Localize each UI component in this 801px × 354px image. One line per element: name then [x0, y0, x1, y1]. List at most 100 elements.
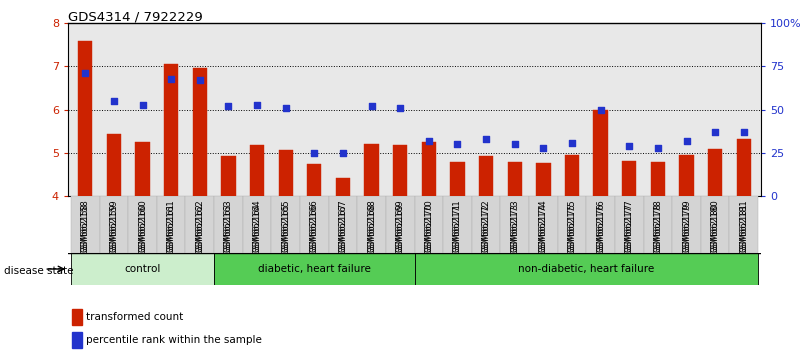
Bar	[214, 196, 243, 253]
Bar	[364, 144, 379, 196]
Bar	[221, 156, 235, 196]
Text: GSM662172: GSM662172	[481, 203, 490, 254]
Bar	[250, 145, 264, 196]
Point	[537, 145, 549, 151]
Text: GSM662179: GSM662179	[682, 199, 691, 252]
Bar	[393, 145, 408, 196]
Point	[193, 78, 206, 83]
Bar	[679, 155, 694, 196]
Text: GSM662166: GSM662166	[310, 203, 319, 254]
Text: GSM662178: GSM662178	[654, 199, 662, 252]
Text: GSM662160: GSM662160	[138, 203, 147, 254]
Point	[308, 150, 320, 156]
Bar	[164, 64, 179, 196]
Text: GSM662181: GSM662181	[739, 199, 748, 252]
Text: GSM662167: GSM662167	[339, 203, 348, 254]
Bar	[472, 196, 501, 253]
Text: GSM662168: GSM662168	[367, 203, 376, 254]
Text: GSM662174: GSM662174	[539, 203, 548, 254]
Bar	[450, 162, 465, 196]
Bar	[328, 196, 357, 253]
Text: GSM662165: GSM662165	[281, 203, 290, 254]
Text: GSM662169: GSM662169	[396, 199, 405, 252]
Point	[738, 130, 751, 135]
Bar	[565, 155, 579, 196]
Bar	[421, 142, 436, 196]
Text: GSM662177: GSM662177	[625, 199, 634, 252]
Text: GSM662170: GSM662170	[425, 199, 433, 252]
Bar	[157, 196, 186, 253]
Point	[594, 107, 607, 113]
Bar	[192, 68, 207, 196]
Text: control: control	[124, 264, 161, 274]
Bar	[529, 196, 557, 253]
Bar	[415, 253, 758, 285]
Point	[651, 145, 664, 151]
Text: GSM662161: GSM662161	[167, 203, 175, 254]
Point	[422, 138, 435, 144]
Text: GDS4314 / 7922229: GDS4314 / 7922229	[68, 10, 203, 23]
Bar	[107, 133, 121, 196]
Bar	[536, 162, 550, 196]
Text: GSM662176: GSM662176	[596, 199, 605, 252]
Point	[251, 102, 264, 107]
Point	[680, 138, 693, 144]
Text: GSM662159: GSM662159	[110, 203, 119, 254]
Bar	[357, 196, 386, 253]
Text: diabetic, heart failure: diabetic, heart failure	[258, 264, 371, 274]
Bar	[508, 162, 522, 196]
Text: GSM662160: GSM662160	[138, 199, 147, 252]
Point	[394, 105, 407, 111]
Bar	[214, 253, 415, 285]
Bar	[643, 196, 672, 253]
Text: GSM662171: GSM662171	[453, 203, 462, 254]
Point	[709, 130, 722, 135]
Bar	[300, 196, 328, 253]
Bar	[443, 196, 472, 253]
Bar	[128, 196, 157, 253]
Bar	[386, 196, 414, 253]
Point	[222, 103, 235, 109]
Text: GSM662175: GSM662175	[567, 203, 577, 254]
Text: GSM662162: GSM662162	[195, 203, 204, 254]
Point	[136, 102, 149, 107]
Text: GSM662175: GSM662175	[567, 199, 577, 252]
Point	[451, 142, 464, 147]
Bar	[615, 196, 643, 253]
Text: GSM662161: GSM662161	[167, 199, 175, 252]
Text: GSM662158: GSM662158	[81, 199, 90, 252]
Bar	[701, 196, 730, 253]
Text: GSM662177: GSM662177	[625, 203, 634, 254]
Text: GSM662179: GSM662179	[682, 203, 691, 254]
Bar	[336, 178, 350, 196]
Bar	[415, 196, 443, 253]
Text: GSM662174: GSM662174	[539, 199, 548, 252]
Point	[165, 76, 178, 81]
Point	[566, 140, 578, 145]
Text: GSM662172: GSM662172	[481, 199, 490, 252]
Text: GSM662178: GSM662178	[654, 203, 662, 254]
Point	[365, 103, 378, 109]
Text: GSM662164: GSM662164	[252, 199, 262, 252]
Point	[623, 143, 636, 149]
Bar	[586, 196, 615, 253]
Bar	[71, 253, 214, 285]
Text: disease state: disease state	[4, 266, 74, 276]
Point	[480, 136, 493, 142]
Text: percentile rank within the sample: percentile rank within the sample	[86, 335, 262, 346]
Point	[336, 150, 349, 156]
Text: transformed count: transformed count	[86, 312, 183, 322]
Text: GSM662170: GSM662170	[425, 203, 433, 254]
Text: GSM662159: GSM662159	[110, 199, 119, 252]
Bar	[594, 110, 608, 196]
Bar	[650, 162, 665, 196]
Text: GSM662176: GSM662176	[596, 203, 605, 254]
Text: GSM662173: GSM662173	[510, 203, 519, 254]
Bar	[479, 156, 493, 196]
Bar	[272, 196, 300, 253]
Bar	[71, 332, 82, 348]
Bar	[135, 142, 150, 196]
Bar	[501, 196, 529, 253]
Text: GSM662163: GSM662163	[224, 199, 233, 252]
Text: GSM662168: GSM662168	[367, 199, 376, 252]
